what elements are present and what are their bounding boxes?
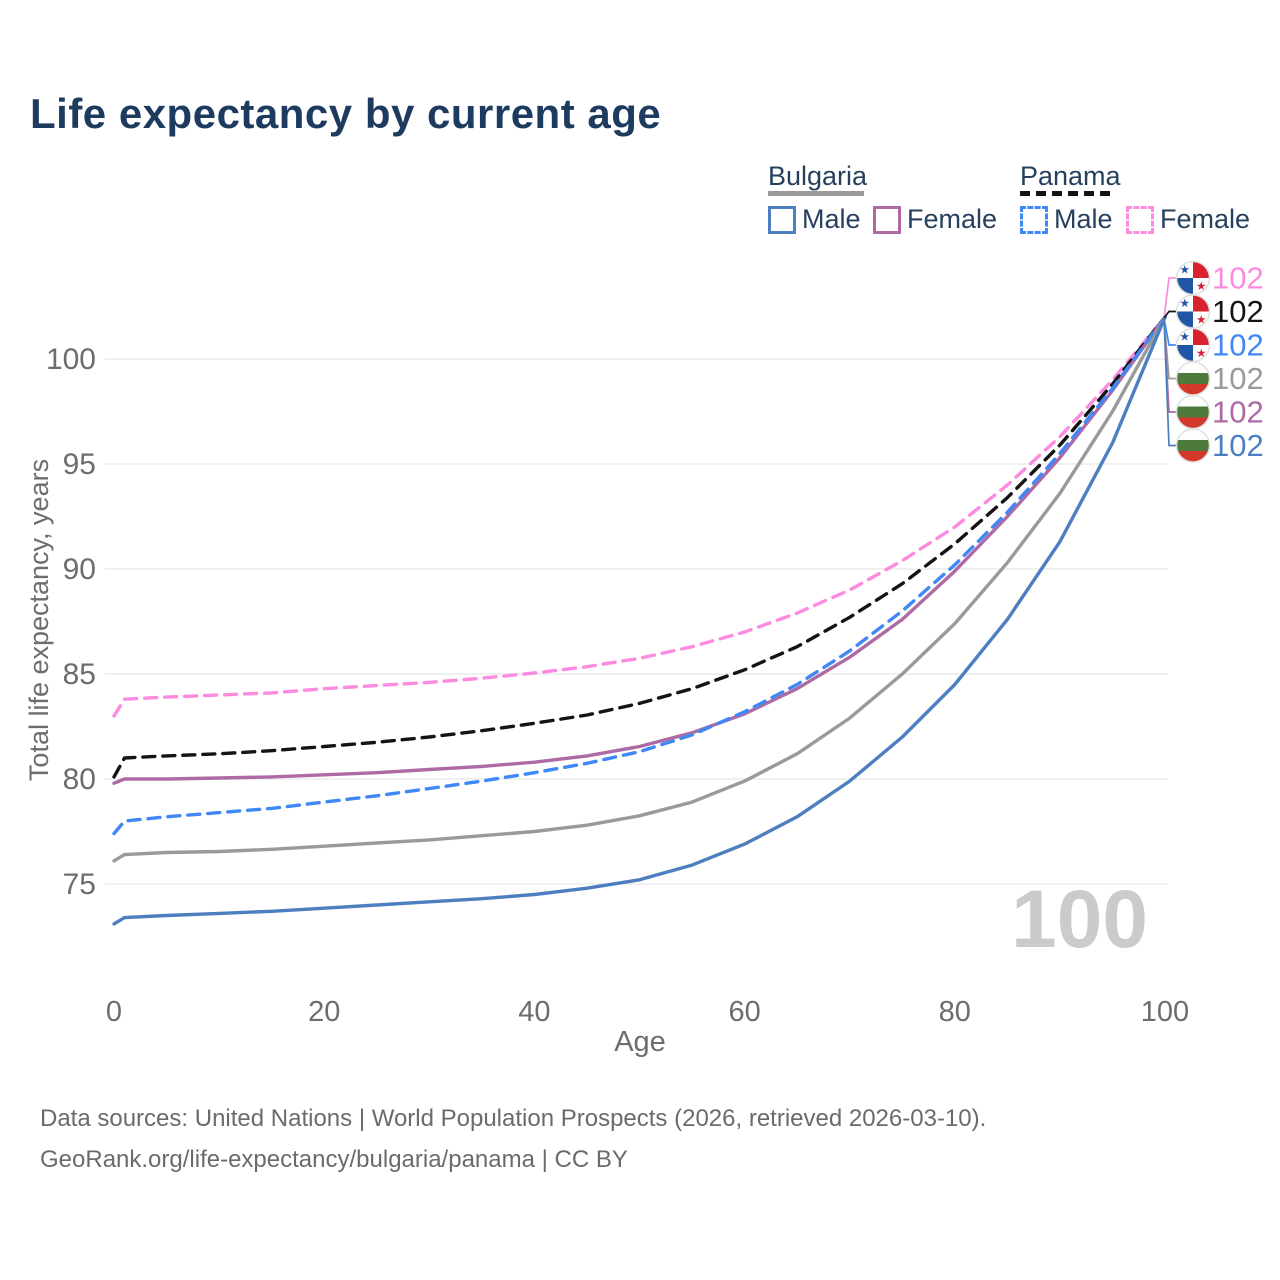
end-value-label: 102 — [1212, 294, 1264, 329]
panama-flag-icon — [1175, 327, 1211, 363]
footer: Data sources: United Nations | World Pop… — [40, 1098, 986, 1180]
legend-item-bulgaria-female[interactable]: Female — [873, 204, 997, 235]
y-tick-label: 85 — [63, 658, 96, 691]
series-line-bulgaria-male[interactable] — [112, 315, 1167, 926]
bulgaria-female-swatch-icon — [873, 205, 901, 234]
legend-country-bulgaria[interactable]: Bulgaria — [768, 161, 868, 191]
bulgaria-flag-icon — [1175, 361, 1211, 396]
panama-flag-icon — [1175, 294, 1211, 329]
age-counter-watermark: 100 — [1011, 874, 1148, 965]
georank-url-text: GeoRank.org/life-expectancy/bulgaria/pan… — [40, 1146, 628, 1173]
legend-country-panama[interactable]: Panama — [1020, 161, 1121, 191]
end-value-label: 102 — [1212, 328, 1264, 363]
series-line-panama-female[interactable] — [112, 315, 1167, 718]
x-tick-label: 20 — [308, 996, 340, 1028]
y-tick-label: 90 — [63, 553, 96, 586]
y-tick-label: 75 — [63, 868, 96, 901]
end-value-label: 102 — [1212, 261, 1264, 296]
bulgaria-male-swatch-icon — [768, 205, 796, 234]
x-tick-label: 60 — [728, 996, 760, 1028]
series-line-bulgaria-both-sexes[interactable] — [112, 315, 1167, 863]
y-axis-title: Total life expectancy, years — [24, 459, 54, 781]
x-tick-label: 40 — [518, 996, 550, 1028]
panama-flag-icon — [1175, 260, 1211, 296]
legend-label: Female — [907, 204, 998, 234]
y-tick-label: 80 — [63, 763, 96, 796]
legend-underline-panama — [1020, 191, 1110, 196]
legend-underline-bulgaria — [768, 191, 864, 196]
series-line-panama-both-sexes[interactable] — [112, 315, 1167, 779]
legend-item-bulgaria-male[interactable]: Male — [768, 204, 861, 235]
x-tick-label: 80 — [939, 996, 971, 1028]
end-label-leader — [1163, 317, 1176, 447]
end-value-label: 102 — [1212, 361, 1264, 396]
end-value-label: 102 — [1212, 395, 1264, 430]
x-axis-title: Age — [614, 1026, 666, 1058]
legend-item-panama-female[interactable]: Female — [1126, 204, 1250, 235]
end-label-leader — [1163, 317, 1176, 346]
legend-label: Male — [802, 204, 861, 234]
panama-male-swatch-icon — [1020, 205, 1048, 234]
legend-label: Female — [1160, 204, 1251, 234]
data-sources-text: Data sources: United Nations | World Pop… — [40, 1105, 987, 1132]
y-tick-label: 95 — [63, 448, 96, 481]
series-line-bulgaria-female[interactable] — [112, 315, 1167, 785]
series-line-panama-male[interactable] — [112, 315, 1167, 836]
end-value-label: 102 — [1212, 428, 1264, 463]
x-tick-label: 0 — [106, 996, 122, 1028]
x-tick-label: 100 — [1141, 996, 1189, 1028]
legend-item-panama-male[interactable]: Male — [1020, 204, 1113, 235]
bulgaria-flag-icon — [1175, 428, 1211, 463]
panama-female-swatch-icon — [1126, 205, 1154, 234]
bulgaria-flag-icon — [1175, 394, 1211, 430]
page-title: Life expectancy by current age — [30, 90, 662, 137]
y-tick-label: 100 — [46, 343, 96, 376]
end-label-leader — [1163, 277, 1176, 319]
legend-label: Male — [1054, 204, 1113, 234]
end-label-leader — [1163, 310, 1176, 319]
